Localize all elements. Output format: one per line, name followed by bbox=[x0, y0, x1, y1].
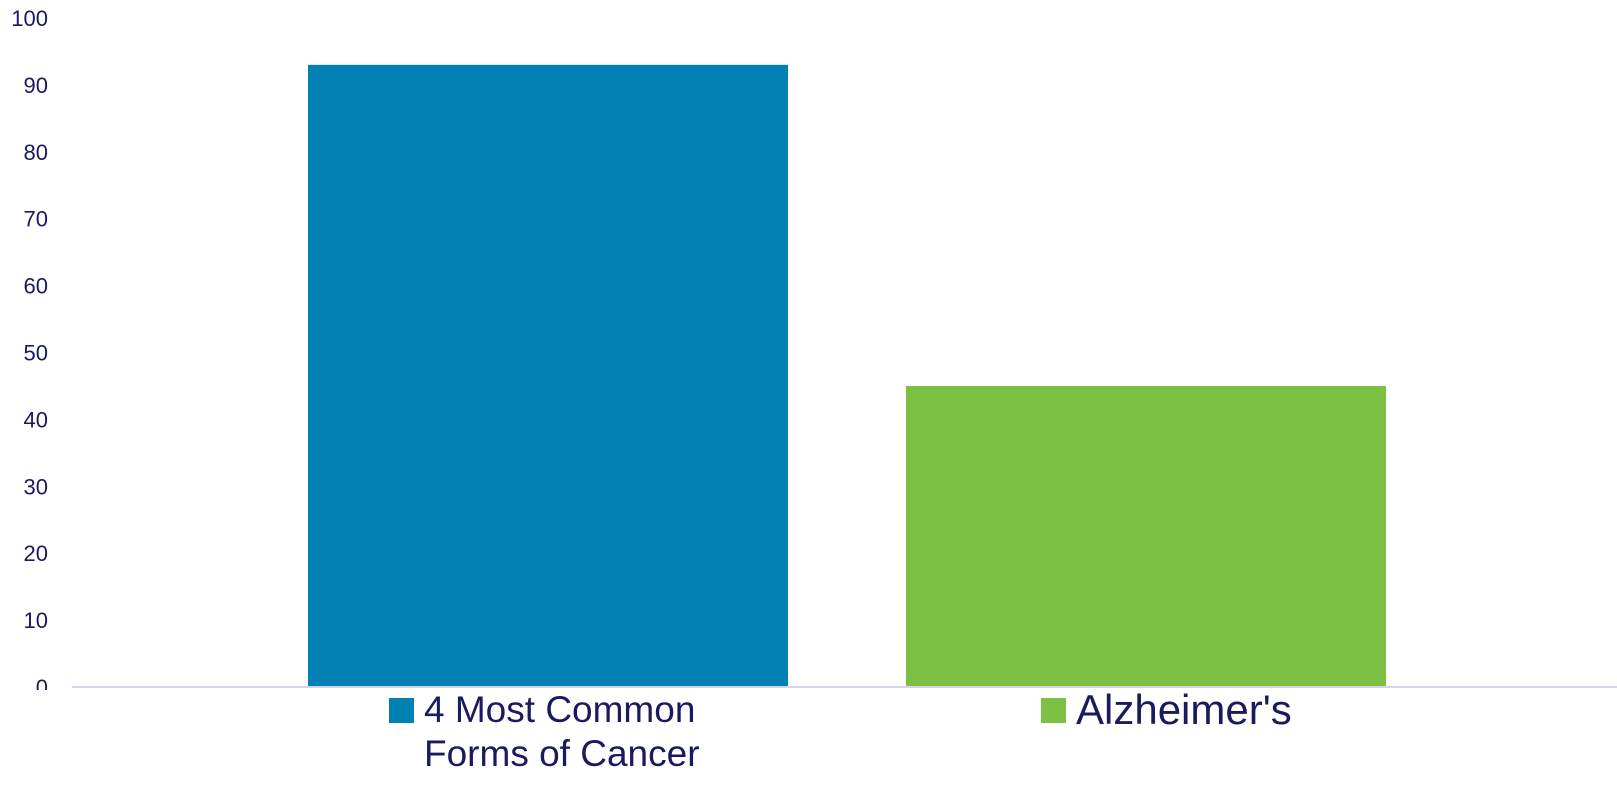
legend-item-alzheimers: Alzheimer's bbox=[1041, 688, 1292, 732]
legend-swatch-alzheimers bbox=[1041, 698, 1066, 723]
y-tick-label: 10 bbox=[24, 608, 48, 633]
bar-cancer bbox=[308, 64, 788, 687]
y-tick-label: 50 bbox=[24, 341, 48, 366]
y-tick-label: 0 bbox=[36, 675, 48, 690]
y-tick-label: 100 bbox=[11, 6, 48, 31]
legend: 4 Most Common Forms of Cancer Alzheimer'… bbox=[0, 688, 1617, 798]
legend-item-cancer: 4 Most Common Forms of Cancer bbox=[389, 688, 764, 776]
y-axis: 0 10 20 30 40 50 60 70 80 90 100 bbox=[11, 6, 48, 690]
bar-alzheimers bbox=[906, 385, 1386, 687]
y-tick-label: 80 bbox=[24, 140, 48, 165]
legend-swatch-cancer bbox=[389, 698, 414, 723]
y-tick-label: 40 bbox=[24, 407, 48, 432]
y-tick-label: 90 bbox=[24, 73, 48, 98]
bars bbox=[308, 64, 1386, 687]
bar-chart: 0 10 20 30 40 50 60 70 80 90 100 bbox=[11, 6, 1617, 690]
y-tick-label: 30 bbox=[24, 474, 48, 499]
legend-label-alzheimers: Alzheimer's bbox=[1076, 686, 1292, 733]
legend-label-cancer: 4 Most Common Forms of Cancer bbox=[424, 689, 700, 774]
y-tick-label: 20 bbox=[24, 541, 48, 566]
y-tick-label: 60 bbox=[24, 274, 48, 299]
y-tick-label: 70 bbox=[24, 207, 48, 232]
